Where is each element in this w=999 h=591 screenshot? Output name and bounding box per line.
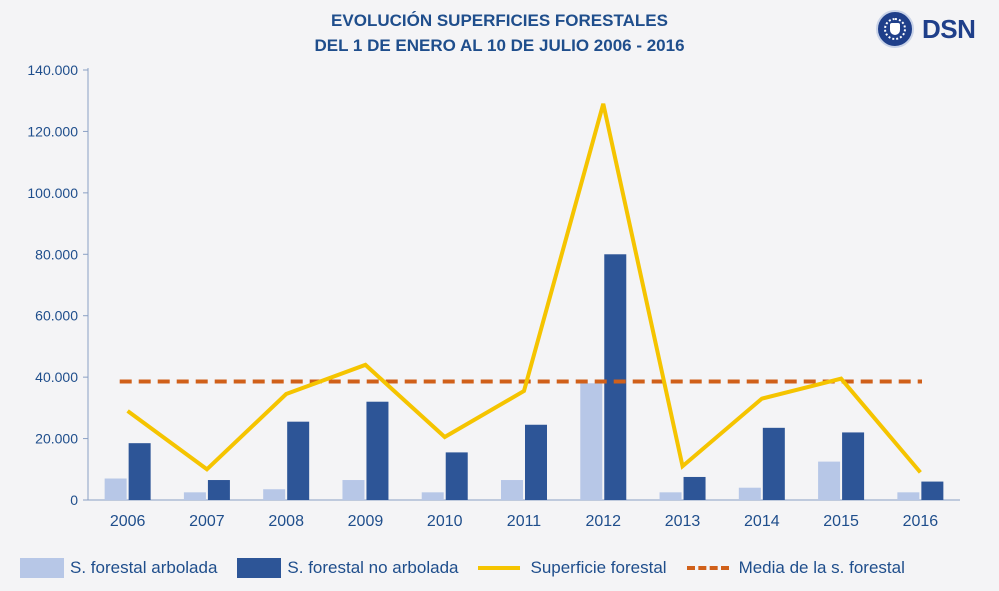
- government-seal-icon: [876, 10, 914, 48]
- bar-no-arbolada: [842, 432, 865, 500]
- y-tick-label: 60.000: [35, 308, 78, 324]
- y-tick-label: 140.000: [27, 62, 78, 78]
- chart-title: EVOLUCIÓN SUPERFICIES FORESTALES DEL 1 D…: [0, 8, 999, 58]
- x-tick-label: 2011: [507, 513, 542, 530]
- bar-arbolada: [897, 492, 920, 500]
- legend-swatch-media: [686, 566, 729, 570]
- bar-no-arbolada: [604, 254, 627, 500]
- bar-arbolada: [501, 480, 523, 500]
- y-tick-label: 0: [70, 492, 78, 508]
- legend-swatch-superficie: [478, 566, 521, 570]
- bar-no-arbolada: [762, 427, 785, 500]
- bar-arbolada: [818, 461, 841, 500]
- x-tick-label: 2009: [348, 513, 384, 530]
- bar-no-arbolada: [525, 424, 547, 500]
- chart-title-line2: DEL 1 DE ENERO AL 10 DE JULIO 2006 - 201…: [314, 36, 685, 55]
- bar-arbolada: [183, 492, 206, 500]
- x-tick-label: 2013: [665, 513, 701, 530]
- y-tick-label: 80.000: [35, 246, 78, 262]
- chart-canvas: 0 20.000 40.000 60.000 80.000 100.000 120.000 1…: [27, 62, 960, 530]
- y-tick-label: 120.000: [27, 123, 78, 139]
- x-tick-label: 2014: [744, 513, 780, 530]
- x-tick-label: 2006: [110, 513, 146, 530]
- x-tick-label: 2007: [189, 513, 225, 530]
- bar-no-arbolada: [445, 452, 468, 500]
- legend-label-superficie: Superficie forestal: [530, 558, 667, 577]
- bar-no-arbolada: [128, 443, 151, 500]
- bar-no-arbolada: [366, 401, 389, 500]
- bar-no-arbolada: [207, 480, 230, 500]
- series-line-superficie: [126, 103, 922, 474]
- bar-no-arbolada: [287, 421, 310, 500]
- chart-title-line1: EVOLUCIÓN SUPERFICIES FORESTALES: [331, 11, 668, 30]
- bar-arbolada: [738, 487, 761, 500]
- x-tick-label: 2016: [903, 513, 939, 530]
- x-tick-label: 2008: [268, 513, 304, 530]
- legend-item-superficie: Superficie forestal: [478, 558, 667, 578]
- legend-label-arbolada: S. forestal arbolada: [70, 558, 218, 577]
- legend-item-no-arbolada: S. forestal no arbolada: [237, 558, 458, 578]
- legend-swatch-arbolada: [20, 558, 64, 578]
- legend-swatch-no-arbolada: [237, 558, 282, 578]
- bar-arbolada: [421, 492, 444, 500]
- bar-arbolada: [263, 489, 286, 500]
- bar-no-arbolada: [921, 481, 944, 500]
- bar-arbolada: [580, 383, 603, 500]
- y-tick-label: 20.000: [35, 431, 78, 447]
- bar-arbolada: [342, 480, 365, 500]
- x-tick-label: 2010: [427, 513, 463, 530]
- y-tick-label: 40.000: [35, 369, 78, 385]
- y-tick-label: 100.000: [27, 185, 78, 201]
- legend-item-arbolada: S. forestal arbolada: [20, 558, 217, 578]
- logo-text: DSN: [922, 13, 976, 44]
- bar-no-arbolada: [683, 476, 706, 500]
- legend: S. forestal arbolada S. forestal no arbo…: [0, 550, 999, 586]
- bar-arbolada: [104, 478, 127, 500]
- dsn-logo: DSN: [876, 8, 991, 50]
- legend-label-media: Media de la s. forestal: [738, 558, 905, 577]
- legend-label-no-arbolada: S. forestal no arbolada: [287, 558, 459, 577]
- x-tick-label: 2015: [823, 513, 859, 530]
- bar-arbolada: [659, 492, 682, 500]
- legend-item-media: Media de la s. forestal: [686, 558, 905, 578]
- x-tick-label: 2012: [585, 513, 621, 530]
